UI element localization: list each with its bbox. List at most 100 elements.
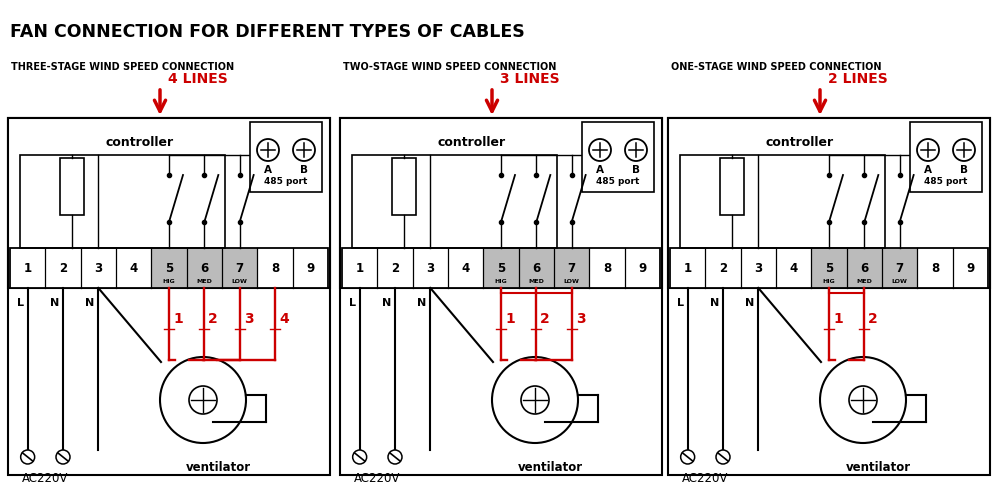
Text: 8: 8 [271,261,279,274]
Bar [187,248,222,288]
Bar [741,248,776,288]
Bar [45,248,81,288]
Circle shape [21,450,35,464]
Bar [81,248,116,288]
Bar [293,248,328,288]
Text: 485 port: 485 port [264,178,308,186]
Text: L: L [17,298,24,308]
Text: A: A [924,165,932,175]
Text: THREE-STAGE WIND SPEED CONNECTION: THREE-STAGE WIND SPEED CONNECTION [11,62,234,72]
Circle shape [388,450,402,464]
Text: 9: 9 [306,261,314,274]
Text: 3 LINES: 3 LINES [500,72,560,86]
Bar [910,122,982,192]
Text: 2: 2 [208,312,218,326]
Bar [250,122,322,192]
Text: 3: 3 [426,261,434,274]
Text: N: N [745,298,754,308]
Bar [582,122,654,192]
Text: 2: 2 [391,261,399,274]
Bar [340,118,662,288]
Text: B: B [300,165,308,175]
Text: 485 port: 485 port [924,178,968,186]
Text: 8: 8 [603,261,611,274]
Text: MED: MED [856,279,872,284]
Text: 8: 8 [931,261,939,274]
Bar [670,248,988,288]
Text: AC220V: AC220V [354,472,401,484]
Text: 6: 6 [860,261,868,274]
Text: 5: 5 [165,261,173,274]
Text: N: N [50,298,59,308]
Bar [116,248,151,288]
Bar [680,155,885,248]
Circle shape [849,386,877,414]
Text: 3: 3 [754,261,762,274]
Bar [413,248,448,288]
Bar [20,155,225,248]
Text: 4: 4 [279,312,289,326]
Bar [589,248,625,288]
Circle shape [353,450,367,464]
Text: A: A [596,165,604,175]
Bar [151,248,187,288]
Circle shape [953,139,975,161]
Bar [670,248,705,288]
Bar [10,248,328,288]
Circle shape [716,450,730,464]
Circle shape [917,139,939,161]
Text: 7: 7 [236,261,244,274]
Text: ventilator: ventilator [185,461,251,474]
Text: 5: 5 [497,261,505,274]
Text: 6: 6 [200,261,208,274]
Bar [10,248,45,288]
Circle shape [589,139,611,161]
Text: HIG: HIG [495,279,507,284]
Text: controller: controller [766,136,834,150]
Text: 4: 4 [462,261,470,274]
Text: AC220V: AC220V [22,472,69,484]
Text: AC220V: AC220V [682,472,729,484]
Text: FAN CONNECTION FOR DIFFERENT TYPES OF CABLES: FAN CONNECTION FOR DIFFERENT TYPES OF CA… [10,23,525,41]
Text: 7: 7 [568,261,576,274]
Text: L: L [349,298,356,308]
Text: 4: 4 [130,261,138,274]
Text: N: N [382,298,391,308]
Bar [811,248,847,288]
Circle shape [293,139,315,161]
Text: 7: 7 [896,261,904,274]
Text: ONE-STAGE WIND SPEED CONNECTION: ONE-STAGE WIND SPEED CONNECTION [671,62,882,72]
Bar [257,248,293,288]
Text: LOW: LOW [232,279,248,284]
Text: L: L [677,298,684,308]
Text: ventilator: ventilator [845,461,911,474]
Text: 1: 1 [173,312,183,326]
Bar [377,248,413,288]
Bar [483,248,519,288]
Text: 2 LINES: 2 LINES [828,72,888,86]
Bar [342,248,377,288]
Text: B: B [960,165,968,175]
Text: ventilator: ventilator [517,461,583,474]
Circle shape [160,357,246,443]
Text: 1: 1 [356,261,364,274]
Circle shape [625,139,647,161]
Bar [953,248,988,288]
Bar [448,248,483,288]
Bar [8,118,330,475]
Text: 1: 1 [24,261,32,274]
Text: 485 port: 485 port [596,178,640,186]
Text: HIG: HIG [163,279,175,284]
Bar [776,248,811,288]
Circle shape [492,357,578,443]
Text: 3: 3 [94,261,102,274]
Circle shape [820,357,906,443]
Text: 5: 5 [825,261,833,274]
Bar [60,158,84,215]
Text: controller: controller [106,136,174,150]
Circle shape [521,386,549,414]
Circle shape [189,386,217,414]
Text: LOW: LOW [892,279,908,284]
Text: N: N [710,298,719,308]
Text: N: N [85,298,94,308]
